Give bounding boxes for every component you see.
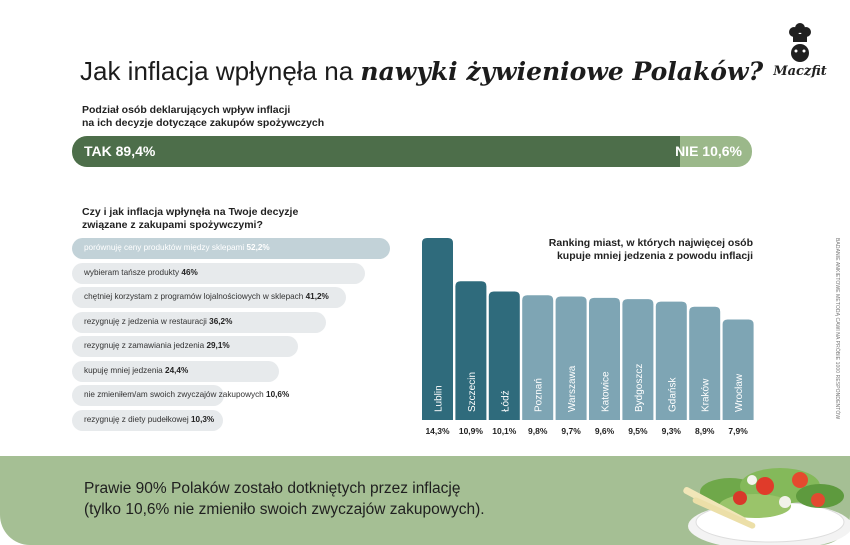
- brand-name: Maczfit: [773, 64, 827, 79]
- reason-text: kupuję mniej jedzenia 24,4%: [84, 366, 188, 375]
- footer-line2: (tylko 10,6% nie zmieniło swoich zwyczaj…: [84, 501, 485, 518]
- reason-label: nie zmieniłem/am swoich zwyczajów zakupo…: [84, 390, 267, 399]
- city-label: Bydgoszcz: [634, 364, 645, 412]
- reason-text: nie zmieniłem/am swoich zwyczajów zakupo…: [84, 390, 289, 399]
- reason-label: porównuję ceny produktów między sklepami: [84, 243, 247, 252]
- city-value-label: 14,3%: [425, 426, 450, 436]
- split-subtitle-line2: na ich decyzje dotyczące zakupów spożywc…: [82, 117, 325, 129]
- split-bar: TAK 89,4% NIE 10,6%: [72, 136, 752, 167]
- side-note-text: BADANIE ANKIETOWE METODĄ CAWI NA PRÓBIE …: [834, 238, 840, 420]
- brand-logo: Maczfit: [770, 22, 830, 84]
- reason-bar: rezygnuję z jedzenia w restauracji 36,2%: [72, 311, 326, 333]
- chart-title-line1: Ranking miast, w których najwięcej osób: [548, 237, 753, 249]
- reasons-title-line2: związane z zakupami spożywczymi?: [82, 219, 263, 231]
- reason-bar: wybieram tańsze produkty 46%: [72, 262, 365, 284]
- reason-bar: chętniej korzystam z programów lojalnośc…: [72, 287, 346, 308]
- chart-title-line2: kupuje mniej jedzenia z powodu inflacji: [556, 250, 753, 262]
- page-title-emphasis: nawyki żywieniowe Polaków?: [360, 57, 764, 86]
- reason-value: 36,2%: [209, 316, 233, 326]
- side-note: BADANIE ANKIETOWE METODĄ CAWI NA PRÓBIE …: [832, 238, 840, 438]
- reason-text: wybieram tańsze produkty 46%: [84, 268, 198, 277]
- reason-text: rezygnuję z zamawiania jedzenia 29,1%: [84, 341, 230, 350]
- split-subtitle: Podział osób deklarujących wpływ inflacj…: [82, 104, 382, 130]
- city-bar: [522, 295, 554, 420]
- reason-label: rezygnuję z zamawiania jedzenia: [84, 341, 207, 350]
- reason-value: 24,4%: [165, 365, 189, 375]
- reason-text: rezygnuję z diety pudełkowej 10,3%: [84, 415, 214, 424]
- city-label: Warszawa: [567, 365, 578, 412]
- footer-line1: Prawie 90% Polaków zostało dotkniętych p…: [84, 480, 461, 497]
- reason-value: 10,3%: [190, 414, 215, 424]
- city-value-label: 7,9%: [728, 426, 748, 436]
- reason-bar: rezygnuję z zamawiania jedzenia 29,1%: [72, 336, 298, 357]
- reason-bar: rezygnuję z diety pudełkowej 10,3%: [72, 409, 223, 431]
- city-label: Łódź: [500, 390, 511, 412]
- reason-bar: kupuję mniej jedzenia 24,4%: [72, 360, 279, 382]
- reasons-title: Czy i jak inflacja wpłynęła na Twoje dec…: [82, 206, 342, 232]
- city-label: Szczecin: [467, 372, 478, 412]
- page-title-regular: Jak inflacja wpłynęła na: [80, 56, 361, 86]
- city-bar: [655, 301, 687, 420]
- reason-label: wybieram tańsze produkty: [84, 267, 182, 277]
- city-value-label: 9,3%: [662, 426, 682, 436]
- reason-label: chętniej korzystam z programów lojalnośc…: [84, 292, 306, 301]
- footer-text: Prawie 90% Polaków zostało dotkniętych p…: [84, 478, 604, 520]
- city-label: Poznań: [534, 378, 545, 412]
- reason-value: 10,6%: [266, 390, 290, 399]
- reason-value: 41,2%: [305, 292, 329, 301]
- city-label: Katowice: [601, 371, 612, 412]
- city-bar: [722, 319, 754, 420]
- reason-label: rezygnuję z jedzenia w restauracji: [84, 316, 210, 326]
- city-value-label: 9,8%: [528, 426, 548, 436]
- reason-value: 52,2%: [246, 243, 270, 252]
- city-value-label: 8,9%: [695, 426, 715, 436]
- city-value-label: 10,9%: [459, 426, 484, 436]
- city-bar: [488, 291, 520, 420]
- reason-label: kupuję mniej jedzenia: [84, 365, 166, 375]
- city-value-label: 9,5%: [628, 426, 648, 436]
- city-value-label: 9,6%: [595, 426, 615, 436]
- city-ranking-chart: Lublin 14,3% Szczecin 10,9% Łódź 10,1% Poznań 9…: [422, 238, 754, 436]
- city-bar: [555, 296, 587, 420]
- split-no-label: NIE 10,6%: [675, 143, 742, 159]
- city-bar: [422, 238, 453, 420]
- reason-value: 46%: [181, 267, 198, 277]
- page-title: Jak inflacja wpłynęła na nawyki żywienio…: [80, 56, 763, 87]
- city-label: Lublin: [434, 385, 445, 412]
- city-bar: [689, 306, 721, 420]
- city-label: Wrocław: [734, 373, 745, 412]
- city-label: Gdańsk: [667, 377, 678, 412]
- city-value-label: 9,7%: [561, 426, 581, 436]
- city-label: Kraków: [701, 378, 712, 412]
- city-bar: [589, 297, 620, 420]
- reason-label: rezygnuję z diety pudełkowej: [84, 414, 191, 424]
- chef-hat-icon: [789, 23, 811, 62]
- city-value-label: 10,1%: [492, 426, 517, 436]
- reason-text: porównuję ceny produktów między sklepami…: [84, 243, 270, 252]
- city-bar: [455, 281, 487, 420]
- chart-title: Ranking miast, w których najwięcej osób …: [515, 237, 753, 263]
- reason-text: rezygnuję z jedzenia w restauracji 36,2%: [84, 317, 232, 326]
- reason-text: chętniej korzystam z programów lojalnośc…: [84, 292, 329, 301]
- split-subtitle-line1: Podział osób deklarujących wpływ inflacj…: [82, 104, 291, 116]
- split-yes-segment: [72, 136, 680, 167]
- reason-value: 29,1%: [206, 341, 230, 350]
- reason-bar: porównuję ceny produktów między sklepami…: [72, 238, 390, 259]
- split-yes-label: TAK 89,4%: [84, 143, 156, 159]
- reasons-title-line1: Czy i jak inflacja wpłynęła na Twoje dec…: [82, 206, 299, 218]
- salad-bowl-image: [683, 468, 850, 545]
- city-bar: [622, 299, 654, 420]
- reason-bar: nie zmieniłem/am swoich zwyczajów zakupo…: [72, 385, 289, 406]
